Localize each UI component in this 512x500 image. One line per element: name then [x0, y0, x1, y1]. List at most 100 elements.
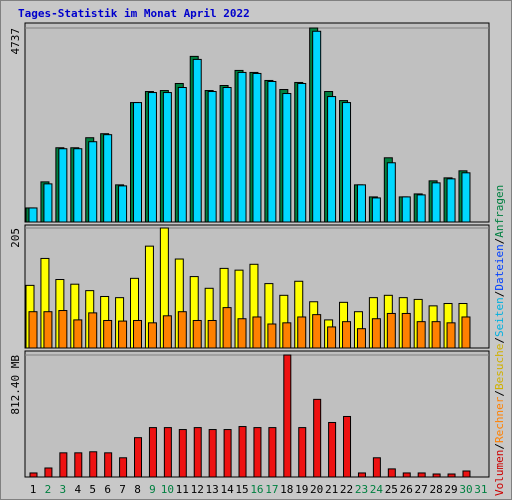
bar	[312, 30, 322, 223]
x-tick-label: 10	[161, 483, 174, 496]
bar	[461, 172, 471, 223]
bar	[267, 323, 277, 349]
legend-separator: /	[493, 443, 506, 450]
x-tick-label: 28	[429, 483, 442, 496]
bar	[118, 320, 128, 349]
bar	[297, 82, 307, 223]
bar	[327, 96, 337, 223]
x-tick-label: 23	[355, 483, 368, 496]
bar	[267, 80, 277, 223]
bar	[103, 319, 113, 349]
bar	[178, 429, 187, 478]
x-tick-label: 17	[265, 483, 278, 496]
x-tick-label: 1	[30, 483, 37, 496]
x-tick-label: 25	[385, 483, 398, 496]
bar	[73, 319, 83, 349]
bar	[401, 312, 411, 349]
bar	[312, 314, 322, 349]
legend-entry: Anfragen	[493, 185, 506, 238]
bar	[283, 354, 292, 478]
bar	[328, 421, 337, 478]
bar	[371, 197, 381, 223]
bar	[461, 316, 471, 349]
legend-separator: /	[493, 238, 506, 245]
bar	[58, 310, 68, 349]
bar	[29, 472, 38, 478]
x-tick-label: 24	[370, 483, 384, 496]
bar	[237, 318, 247, 349]
bar	[431, 182, 441, 223]
bar	[147, 92, 157, 223]
legend-entry: Seiten	[493, 297, 506, 337]
x-tick-label: 8	[134, 483, 141, 496]
bar	[44, 467, 53, 478]
bar	[297, 316, 307, 349]
x-tick-label: 31	[474, 483, 487, 496]
bar	[103, 134, 113, 223]
bar	[222, 307, 232, 349]
bar	[88, 141, 98, 223]
y-tick-label: 205	[9, 228, 22, 248]
bar	[386, 312, 396, 349]
x-tick-label: 21	[325, 483, 338, 496]
bar	[327, 326, 337, 349]
legend-entry: Rechner	[493, 396, 506, 443]
bar	[446, 322, 456, 349]
bar	[28, 207, 38, 223]
x-tick-label: 2	[45, 483, 52, 496]
bar	[133, 319, 143, 349]
legend-entry: Besuche	[493, 344, 506, 390]
bar	[447, 473, 456, 478]
chart-title: Tages-Statistik im Monat April 2022	[18, 7, 250, 20]
bar	[253, 427, 262, 478]
bar	[446, 178, 456, 223]
bar	[192, 58, 202, 223]
x-tick-label: 19	[295, 483, 308, 496]
bar	[462, 470, 471, 478]
bar	[416, 194, 426, 223]
y-tick-label: 812.40 MB	[9, 355, 22, 415]
bar	[119, 457, 128, 478]
bar	[89, 451, 98, 478]
bar	[222, 87, 232, 223]
bar	[417, 472, 426, 478]
bar	[298, 427, 307, 478]
bar	[223, 429, 232, 478]
bar	[282, 322, 292, 349]
bar	[238, 426, 247, 478]
x-tick-label: 26	[400, 483, 413, 496]
bar	[59, 452, 68, 478]
bar	[207, 319, 217, 349]
bar	[133, 102, 143, 223]
bar	[356, 328, 366, 349]
legend: Volumen/Rechner/Besuche/Seiten/Dateien/A…	[493, 185, 506, 496]
x-tick-label: 9	[149, 483, 156, 496]
bar	[252, 316, 262, 349]
legend-entry: Dateien	[493, 244, 506, 290]
bar	[342, 321, 352, 349]
bar	[252, 72, 262, 223]
bar	[73, 148, 83, 223]
bar	[118, 185, 128, 223]
x-tick-label: 22	[340, 483, 353, 496]
bar	[147, 322, 157, 349]
bar	[401, 196, 411, 223]
bar	[162, 315, 172, 349]
x-tick-label: 14	[220, 483, 234, 496]
x-tick-label: 6	[104, 483, 111, 496]
x-tick-label: 20	[310, 483, 323, 496]
bar	[313, 398, 322, 478]
bar	[43, 183, 53, 223]
bar	[416, 321, 426, 349]
bar	[43, 311, 53, 349]
bar	[74, 452, 83, 478]
bar	[432, 473, 441, 478]
bar	[372, 457, 381, 478]
bar	[58, 148, 68, 223]
x-tick-label: 5	[89, 483, 96, 496]
legend-entry: Volumen	[493, 450, 506, 496]
bar	[357, 472, 366, 478]
x-tick-label: 3	[60, 483, 67, 496]
bar	[342, 102, 352, 223]
bar	[282, 93, 292, 223]
